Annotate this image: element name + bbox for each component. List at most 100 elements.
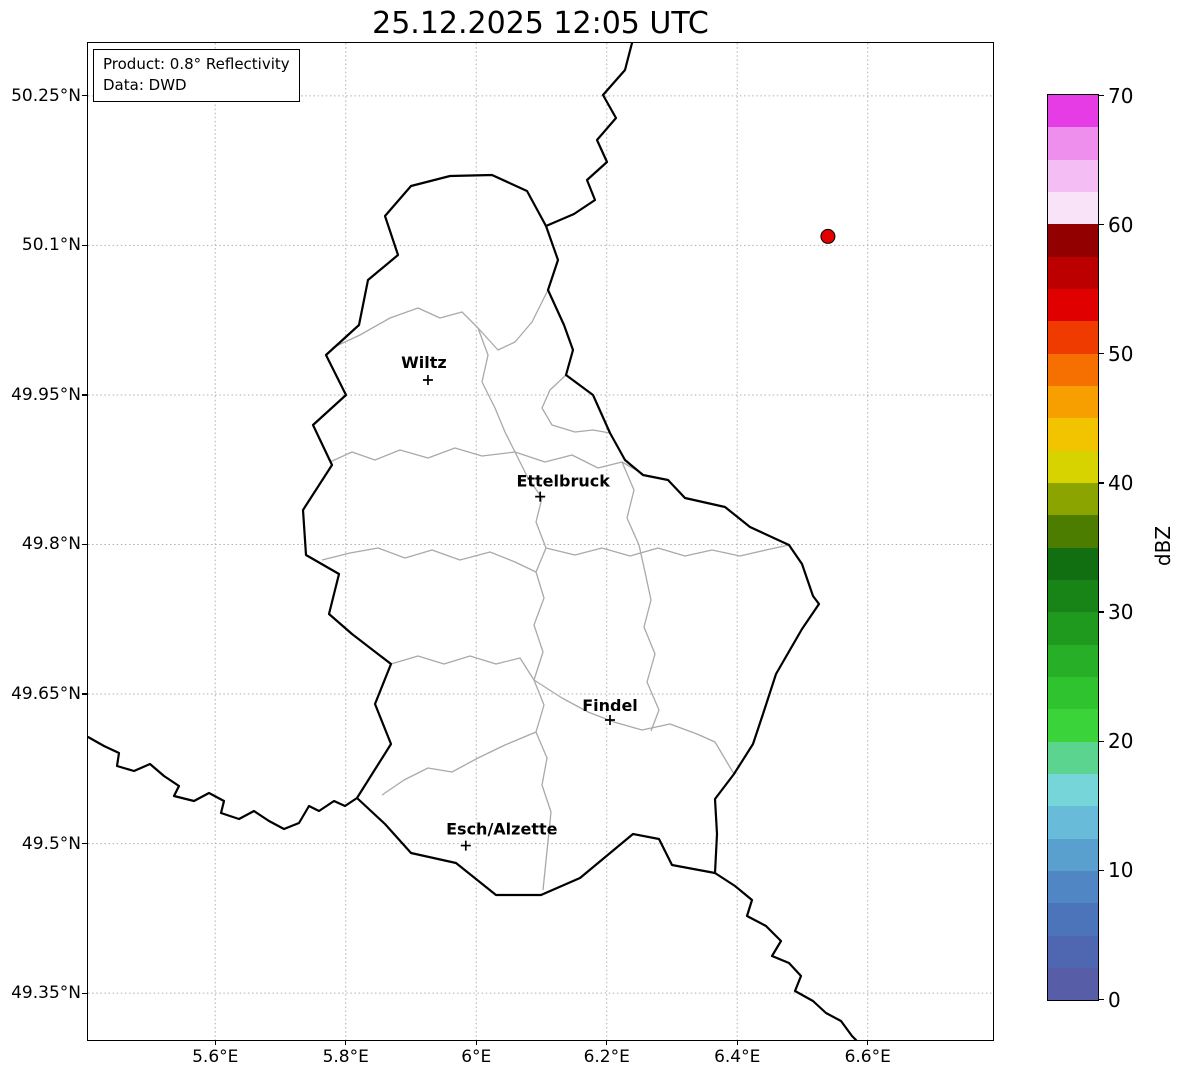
colorbar-segment [1048,515,1098,548]
canton-border-path [390,655,535,681]
x-tick-label: 6.6°E [844,1047,891,1067]
colorbar-segment [1048,676,1098,710]
y-tick-label: 49.8°N [21,534,81,555]
y-tick-label: 49.65°N [11,684,81,705]
colorbar-tick-mark [1099,611,1104,613]
x-tick-mark [867,1040,869,1045]
colorbar-segment [1048,385,1098,419]
colorbar-segment [1048,482,1098,516]
colorbar-tick-mark [1099,224,1104,226]
y-tick-mark [82,95,87,97]
colorbar-tick-label: 50 [1108,341,1134,366]
y-tick-label: 50.1°N [21,235,81,256]
colorbar-segment [1048,644,1098,677]
country-border-path [544,43,634,228]
y-tick-label: 49.5°N [21,833,81,854]
colorbar-segment [1048,95,1098,128]
radar-echo-marker [820,228,836,244]
country-border-path [88,735,359,831]
colorbar-tick-label: 0 [1108,987,1121,1012]
colorbar-segment [1048,935,1098,968]
colorbar-tick-label: 60 [1108,212,1134,237]
canton-border-path [477,327,516,453]
y-tick-label: 50.25°N [11,85,81,106]
colorbar-tick-label: 70 [1108,83,1134,108]
canton-border-path [329,447,516,463]
y-tick-mark [82,842,87,845]
colorbar [1047,94,1099,1001]
city-marker [535,491,546,502]
figure-title: 25.12.2025 12:05 UTC [372,6,709,41]
colorbar-segment [1048,612,1098,645]
x-tick-label: 6.4°E [714,1047,761,1067]
city-marker [422,374,433,385]
canton-border-path [541,374,611,434]
data-source-line: Data: DWD [103,76,187,94]
y-tick-mark [82,543,87,546]
colorbar-segment [1048,353,1098,386]
colorbar-tick-mark [1099,353,1104,355]
colorbar-tick-mark [1099,740,1104,742]
colorbar-segment [1048,806,1098,839]
canton-border-path [514,451,552,891]
colorbar-tick-mark [1099,998,1104,1001]
canton-border-path [331,289,549,351]
colorbar-segment [1048,159,1098,192]
y-tick-mark [82,992,87,994]
x-tick-mark [736,1040,738,1045]
colorbar-segment [1048,127,1098,160]
y-tick-mark [82,244,87,246]
x-tick-mark [475,1040,477,1045]
colorbar-tick-label: 20 [1108,729,1134,754]
colorbar-segment [1048,256,1098,289]
colorbar-tick-label: 10 [1108,858,1134,883]
city-label: Esch/Alzette [446,820,558,839]
colorbar-segment [1048,450,1098,483]
colorbar-segment [1048,418,1098,451]
map-canvas: Wiltz Ettelbruck Findel Esch/Alzette [88,43,993,1040]
colorbar-tick-mark [1099,94,1104,97]
colorbar-axis-label: dBZ [1151,525,1176,567]
colorbar-segment [1048,903,1098,936]
y-tick-mark [82,693,87,695]
colorbar-segment [1048,709,1098,742]
x-tick-mark [606,1040,608,1045]
x-tick-mark [214,1040,216,1045]
colorbar-tick-mark [1099,482,1104,484]
y-tick-label: 49.95°N [11,384,81,405]
colorbar-segment [1048,579,1098,613]
x-tick-label: 5.8°E [322,1047,369,1067]
city-label: Ettelbruck [516,472,610,491]
x-tick-label: 6°E [461,1047,492,1067]
canton-border-path [514,451,644,475]
product-info-line: Product: 0.8° Reflectivity [103,55,290,73]
colorbar-segment [1048,741,1098,774]
x-tick-label: 6.2°E [583,1047,630,1067]
country-border-path [301,173,821,897]
city-marker [604,714,615,725]
colorbar-segment [1048,838,1098,871]
colorbar-segment [1048,773,1098,807]
colorbar-segment [1048,547,1098,580]
colorbar-segment [1048,321,1098,354]
product-info-box: Product: 0.8° Reflectivity Data: DWD [93,49,300,102]
city-label: Wiltz [401,353,447,372]
y-tick-mark [82,394,87,396]
x-tick-mark [345,1040,347,1045]
colorbar-tick-label: 30 [1108,600,1134,625]
city-marker [460,840,471,851]
x-tick-label: 5.6°E [192,1047,239,1067]
y-tick-label: 49.35°N [11,983,81,1004]
canton-border-path [533,679,735,775]
colorbar-segment [1048,288,1098,322]
colorbar-segment [1048,191,1098,225]
canton-border-path [545,544,790,557]
colorbar-segment [1048,224,1098,257]
canton-border-path [321,547,537,573]
colorbar-tick-label: 40 [1108,470,1134,495]
canton-border-path [381,731,537,796]
colorbar-segment [1048,967,1098,1001]
city-label: Findel [582,696,638,715]
country-border-path [713,871,858,1040]
